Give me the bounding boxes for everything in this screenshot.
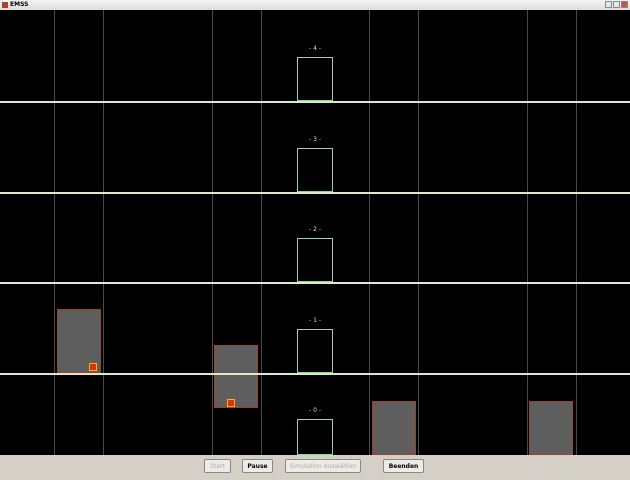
shaft-door (297, 419, 333, 455)
button[interactable]: Beenden (383, 459, 424, 473)
shaft-door (297, 147, 333, 192)
floor-label: - 0 - (309, 407, 321, 414)
divider (54, 10, 55, 455)
shaft-door (297, 57, 333, 101)
divider (576, 10, 577, 455)
button: Simulation Auswählen (285, 459, 361, 473)
passenger (89, 363, 97, 371)
divider (103, 10, 104, 455)
floor-line (0, 282, 630, 284)
shaft-door (297, 328, 333, 373)
elevator-car (529, 401, 573, 455)
close-button[interactable] (621, 1, 628, 8)
button[interactable]: Pause (242, 459, 273, 473)
divider (369, 10, 370, 455)
elevator-car (214, 345, 258, 408)
floor-label: - 1 - (309, 316, 321, 324)
divider (527, 10, 528, 455)
floor-label: - 3 - (309, 135, 321, 143)
app-icon (2, 2, 8, 8)
divider (261, 10, 262, 455)
shaft-door (297, 238, 333, 282)
elevator-car (372, 401, 416, 455)
divider (418, 10, 419, 455)
floor-line (0, 191, 630, 194)
elevator-car (57, 309, 101, 373)
floor-line (0, 372, 630, 375)
divider (212, 10, 213, 455)
title-bar: EMSS (0, 0, 630, 10)
window-title: EMSS (10, 1, 29, 8)
button: Start (204, 459, 231, 473)
floor-label: - 4 - (309, 45, 321, 52)
floor-label: - 2 - (309, 226, 321, 233)
minimize-button[interactable] (605, 1, 612, 8)
button-bar: Start Pause Simulation Auswählen Beenden (0, 455, 630, 480)
passenger (227, 399, 235, 407)
floor-line (0, 101, 630, 103)
maximize-button[interactable] (613, 1, 620, 8)
